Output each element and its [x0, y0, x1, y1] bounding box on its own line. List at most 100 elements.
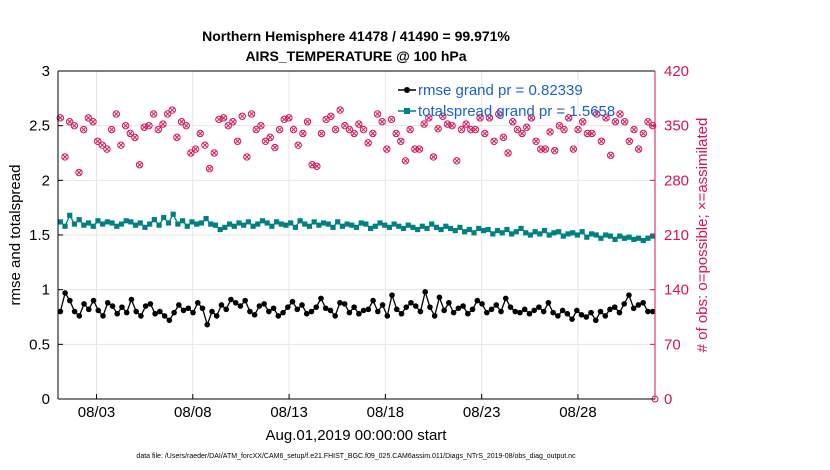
- obs-assimilated-point: [445, 121, 450, 127]
- obs-possible-point: [541, 145, 550, 153]
- rmse-point: [427, 304, 433, 310]
- obs-assimilated-point: [277, 127, 282, 132]
- obs-assimilated-point: [281, 117, 287, 122]
- obs-possible-point: [261, 137, 270, 145]
- rmse-point: [403, 304, 410, 310]
- spread-point: [523, 230, 529, 236]
- spread-point: [212, 222, 219, 228]
- obs-assimilated-point: [515, 127, 520, 132]
- rmse-point: [294, 306, 301, 313]
- obs-possible-point: [350, 129, 358, 138]
- obs-assimilated-point: [547, 129, 553, 135]
- legend-marker: [404, 108, 410, 114]
- obs-assimilated-point: [431, 154, 436, 160]
- obs-possible-point: [238, 112, 246, 120]
- obs-assimilated-point: [202, 142, 208, 148]
- obs-assimilated-point: [538, 146, 544, 152]
- spread-point: [306, 223, 313, 229]
- obs-assimilated-point: [491, 138, 497, 144]
- spread-point: [118, 221, 125, 227]
- obs-assimilated-point: [267, 135, 273, 140]
- rmse-point: [247, 308, 253, 315]
- obs-possible-point: [303, 118, 312, 126]
- spread-point: [574, 232, 581, 238]
- obs-possible-point: [509, 118, 517, 126]
- obs-possible-point: [103, 145, 111, 153]
- obs-possible-point: [411, 145, 419, 153]
- obs-possible-point: [173, 133, 181, 142]
- y-tick-label: 1: [42, 282, 50, 299]
- spread-point: [278, 221, 284, 227]
- obs-possible-point: [299, 129, 307, 138]
- rmse-point: [67, 297, 73, 304]
- obs-possible-point: [84, 114, 93, 122]
- obs-assimilated-point: [244, 154, 250, 160]
- obs-assimilated-point: [365, 140, 371, 146]
- rmse-point: [545, 299, 552, 306]
- obs-assimilated-point: [510, 119, 516, 125]
- obs-assimilated-point: [356, 121, 362, 127]
- spread-point: [325, 221, 331, 227]
- spread-point: [222, 224, 228, 230]
- rmse-point: [621, 301, 628, 307]
- obs-possible-point: [224, 121, 232, 130]
- obs-assimilated-point: [617, 111, 623, 117]
- obs-assimilated-point: [585, 131, 590, 136]
- obs-assimilated-point: [258, 123, 264, 129]
- y-right-tick-label: 70: [664, 336, 681, 353]
- obs-assimilated-point: [477, 115, 483, 121]
- rmse-point: [412, 303, 419, 309]
- rmse-point: [308, 308, 315, 315]
- obs-possible-point: [331, 125, 340, 134]
- x-tick-label: 08/28: [559, 404, 597, 421]
- rmse-point: [611, 304, 618, 310]
- rmse-point: [128, 296, 135, 303]
- spread-point: [231, 223, 237, 229]
- spread-point: [612, 236, 618, 242]
- rmse-point: [280, 309, 286, 316]
- obs-assimilated-point: [379, 119, 385, 125]
- obs-possible-point: [429, 153, 438, 161]
- obs-assimilated-point: [211, 150, 217, 156]
- obs-assimilated-point: [519, 131, 525, 136]
- spread-point: [217, 226, 223, 233]
- spread-point: [114, 223, 120, 229]
- spread-point: [457, 224, 463, 230]
- rmse-point: [76, 313, 83, 319]
- obs-possible-point: [107, 125, 116, 134]
- y-tick-label: 0.5: [29, 336, 50, 353]
- obs-possible-point: [579, 118, 587, 126]
- obs-assimilated-point: [309, 162, 315, 168]
- rmse-point: [446, 299, 452, 306]
- spread-point: [617, 233, 623, 239]
- obs-possible-point: [387, 115, 396, 124]
- obs-assimilated-point: [613, 119, 618, 125]
- rmse-point: [460, 303, 466, 309]
- obs-possible-point: [89, 118, 97, 126]
- rmse-point: [370, 297, 376, 304]
- spread-point: [631, 236, 637, 242]
- obs-assimilated-point: [225, 123, 231, 129]
- rmse-point: [284, 304, 291, 310]
- rmse-point: [531, 307, 537, 314]
- rmse-point: [465, 310, 471, 317]
- spread-point: [147, 221, 153, 227]
- rmse-point: [616, 309, 623, 316]
- obs-possible-point: [383, 145, 391, 153]
- obs-possible-point: [359, 125, 368, 134]
- obs-possible-point: [648, 121, 657, 130]
- obs-possible-point: [462, 120, 470, 128]
- rmse-point: [540, 308, 547, 315]
- spread-point: [645, 235, 651, 241]
- obs-assimilated-point: [174, 135, 180, 140]
- obs-possible-point: [644, 118, 652, 126]
- obs-assimilated-point: [127, 131, 133, 136]
- obs-possible-point: [121, 121, 130, 130]
- obs-assimilated-point: [393, 131, 399, 136]
- obs-possible-point: [490, 137, 498, 145]
- rmse-point: [450, 309, 457, 316]
- obs-assimilated-point: [351, 131, 357, 136]
- x-tick-label: 08/13: [270, 404, 308, 421]
- y-right-tick-label: 420: [664, 63, 689, 80]
- rmse-point: [569, 316, 575, 322]
